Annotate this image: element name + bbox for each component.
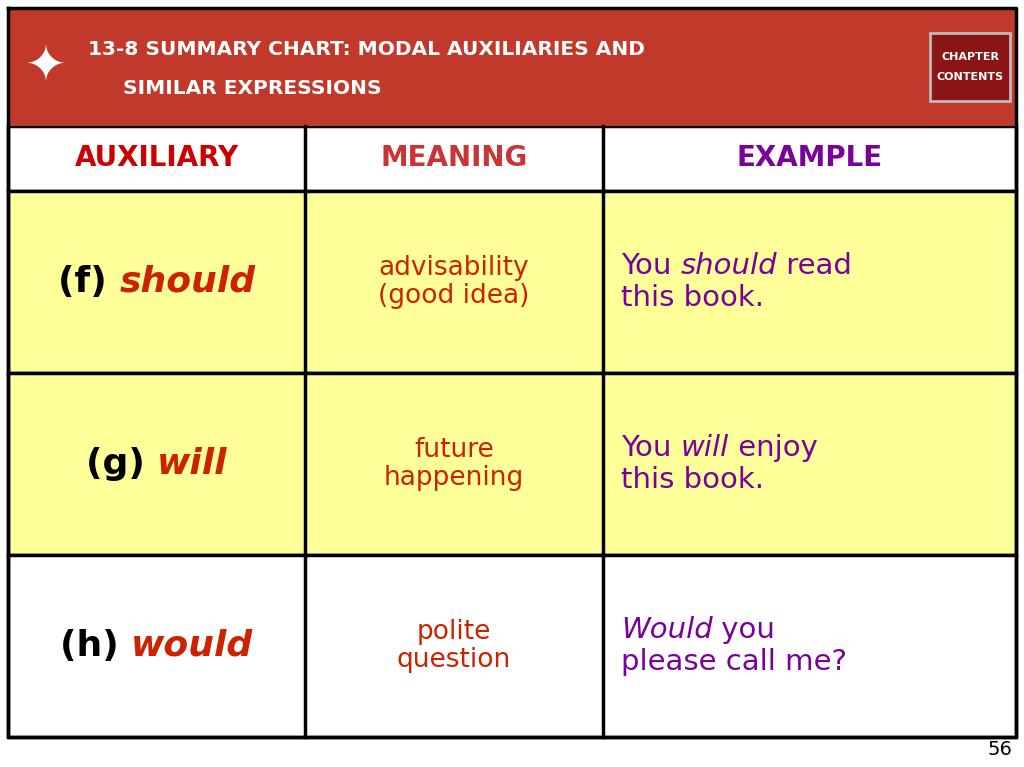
Text: (g): (g) (86, 447, 157, 481)
Text: would: would (131, 629, 254, 663)
Text: this book.: this book. (621, 284, 764, 312)
Bar (8, 8, 1016, 126)
Text: advisability: advisability (379, 255, 529, 281)
Text: read: read (777, 252, 852, 280)
Text: AUXILIARY: AUXILIARY (75, 144, 239, 173)
Text: please call me?: please call me? (621, 648, 847, 676)
Text: enjoy: enjoy (729, 434, 817, 462)
Text: should: should (120, 265, 255, 299)
Text: should: should (680, 252, 777, 280)
Text: 13-8 SUMMARY CHART: MODAL AUXILIARIES AND: 13-8 SUMMARY CHART: MODAL AUXILIARIES AN… (88, 40, 645, 59)
Text: (good idea): (good idea) (378, 283, 529, 309)
Text: Would: Would (621, 616, 713, 644)
Text: 56: 56 (987, 740, 1012, 759)
Text: (f): (f) (58, 265, 120, 299)
Text: polite: polite (417, 619, 492, 645)
Text: (h): (h) (59, 629, 131, 663)
Text: you: you (713, 616, 775, 644)
Bar (8, 555, 1016, 737)
Text: SIMILAR EXPRESSIONS: SIMILAR EXPRESSIONS (123, 79, 382, 97)
Text: will: will (157, 447, 227, 481)
Bar (8, 126, 1016, 191)
Text: happening: happening (384, 465, 524, 491)
Text: will: will (680, 434, 729, 462)
Text: this book.: this book. (621, 466, 764, 494)
Text: future: future (414, 437, 494, 463)
Text: CONTENTS: CONTENTS (936, 72, 1004, 82)
Text: CHAPTER: CHAPTER (941, 52, 999, 62)
Text: EXAMPLE: EXAMPLE (736, 144, 883, 173)
Text: MEANING: MEANING (380, 144, 527, 173)
Bar (8, 191, 1016, 373)
FancyBboxPatch shape (930, 33, 1010, 101)
Bar (8, 373, 1016, 555)
Text: You: You (621, 252, 680, 280)
Text: ✦: ✦ (25, 43, 67, 91)
Text: question: question (397, 647, 511, 673)
Text: You: You (621, 434, 680, 462)
